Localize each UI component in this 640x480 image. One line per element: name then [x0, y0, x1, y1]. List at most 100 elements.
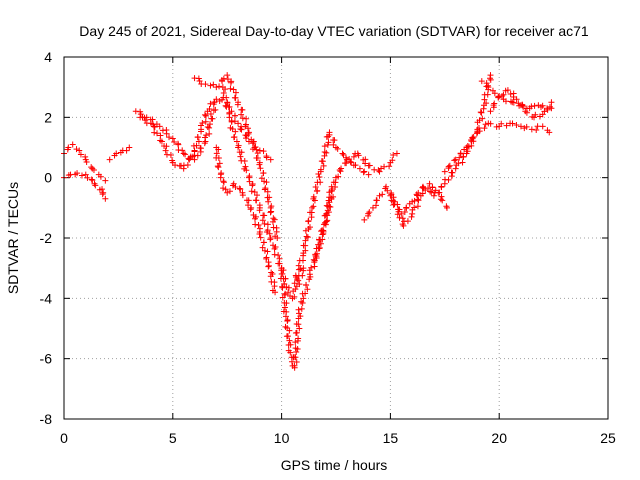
data-point-fill	[312, 251, 319, 258]
data-point	[213, 96, 220, 103]
data-point-fill	[238, 126, 245, 133]
data-point-fill	[258, 175, 265, 182]
data-point-fill	[273, 228, 280, 235]
data-point-fill	[307, 209, 314, 216]
data-point-fill	[303, 233, 310, 240]
data-point-fill	[292, 339, 299, 346]
data-point-fill	[547, 103, 553, 110]
data-point-fill	[92, 182, 99, 189]
series-track-g	[219, 84, 307, 302]
data-point-fill	[253, 146, 260, 153]
data-point-fill	[224, 76, 231, 83]
data-point-fill	[493, 123, 500, 130]
data-point-fill	[445, 163, 452, 170]
data-point-fill	[179, 147, 186, 154]
data-point-fill	[276, 260, 283, 267]
data-point-fill	[302, 290, 309, 297]
data-point	[235, 144, 242, 151]
data-point	[191, 147, 198, 154]
data-point-fill	[446, 162, 453, 169]
data-point-fill	[99, 191, 106, 198]
series-track-n	[441, 120, 553, 175]
data-point-fill	[267, 209, 274, 216]
x-tick-label: 15	[383, 430, 399, 446]
data-point-fill	[267, 236, 274, 243]
data-point-fill	[83, 158, 90, 165]
data-point-fill	[263, 154, 270, 161]
data-point-fill	[151, 124, 158, 131]
data-point-fill	[215, 146, 222, 153]
data-point-fill	[220, 179, 227, 186]
series-track-p	[487, 87, 555, 121]
data-point-fill	[230, 86, 237, 93]
data-point-fill	[222, 86, 229, 93]
data-point-fill	[259, 244, 266, 251]
data-point-fill	[237, 125, 244, 132]
data-point-fill	[352, 162, 359, 169]
data-point-fill	[73, 146, 80, 153]
data-point-fill	[284, 317, 291, 324]
data-point-fill	[439, 197, 446, 204]
data-point-fill	[253, 197, 260, 204]
data-point-fill	[312, 183, 319, 190]
data-point	[398, 210, 405, 217]
data-point-fill	[449, 169, 456, 176]
data-point-fill	[249, 146, 256, 153]
data-point-fill	[237, 153, 244, 160]
data-point-fill	[175, 141, 182, 148]
data-point-fill	[266, 230, 273, 237]
data-point-fill	[469, 135, 476, 142]
data-point-fill	[414, 203, 421, 210]
data-point-fill	[194, 152, 201, 159]
data-point	[102, 177, 109, 184]
data-point-fill	[456, 154, 463, 161]
data-point	[69, 141, 76, 148]
data-point-fill	[232, 94, 239, 101]
data-point	[478, 78, 485, 85]
data-point-fill	[239, 106, 246, 113]
x-tick-label: 0	[60, 430, 68, 446]
data-point	[452, 156, 459, 163]
data-point-fill	[541, 108, 548, 115]
data-point-fill	[487, 120, 494, 127]
data-point-fill	[283, 333, 290, 340]
data-point-fill	[88, 176, 95, 183]
data-point-fill	[202, 118, 209, 125]
data-point-fill	[295, 306, 302, 313]
data-point-fill	[268, 208, 275, 215]
data-point-fill	[286, 337, 293, 344]
data-point-fill	[99, 186, 106, 193]
data-point	[393, 150, 400, 157]
data-point-fill	[154, 130, 161, 137]
data-point-fill	[483, 80, 490, 87]
data-point	[539, 123, 546, 130]
data-point-fill	[427, 188, 434, 195]
data-point	[245, 129, 252, 136]
data-point-fill	[243, 167, 250, 174]
data-point-fill	[232, 89, 239, 96]
data-point-fill	[249, 182, 256, 189]
data-point-fill	[510, 94, 517, 101]
data-point-fill	[464, 148, 471, 155]
data-point-fill	[292, 345, 299, 352]
series-track-h	[213, 144, 279, 296]
data-point	[267, 235, 274, 241]
data-point-fill	[275, 252, 282, 259]
data-point	[300, 265, 307, 272]
data-point-fill	[414, 192, 421, 199]
data-point-fill	[247, 206, 254, 213]
data-point-fill	[372, 202, 379, 209]
data-point	[285, 289, 292, 296]
data-point-fill	[214, 163, 221, 170]
data-point	[65, 144, 72, 151]
data-point-fill	[279, 284, 286, 291]
data-point-fill	[476, 128, 483, 135]
x-tick-label: 10	[274, 430, 290, 446]
data-point-fill	[279, 294, 286, 301]
data-point-fill	[260, 239, 267, 246]
data-point-fill	[215, 164, 222, 171]
data-point	[387, 192, 394, 199]
series-track-j	[291, 129, 372, 287]
data-point-fill	[297, 313, 304, 320]
data-point	[485, 84, 492, 91]
